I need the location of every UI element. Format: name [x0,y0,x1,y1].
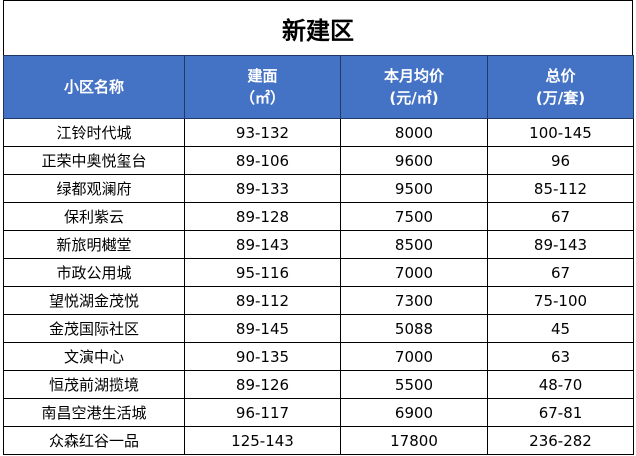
cell-avg-price: 7000 [340,258,488,287]
cell-avg-price: 6900 [340,398,488,427]
cell-community-name: 望悦湖金茂悦 [3,286,185,315]
cell-total-price: 67 [487,258,634,287]
header-total-price: 总价 (万/套) [487,55,634,119]
header-area: 建面 （㎡） [184,55,341,119]
table-row: 保利紫云 89-128 7500 67 [3,202,634,231]
cell-total-price: 67-81 [487,398,634,427]
cell-avg-price: 8500 [340,230,488,259]
cell-area: 90-135 [184,342,341,371]
header-avg-price: 本月均价 (元/㎡) [340,55,488,119]
cell-total-price: 85-112 [487,174,634,203]
cell-area: 96-117 [184,398,341,427]
cell-area: 89-145 [184,314,341,343]
cell-community-name: 新旅明樾堂 [3,230,185,259]
cell-community-name: 江铃时代城 [3,118,185,147]
table-row: 望悦湖金茂悦 89-112 7300 75-100 [3,286,634,315]
header-row: 小区名称 建面 （㎡） 本月均价 (元/㎡) 总价 (万/套) [3,55,634,119]
cell-area: 89-112 [184,286,341,315]
table-row: 绿都观澜府 89-133 9500 85-112 [3,174,634,203]
cell-avg-price: 7300 [340,286,488,315]
header-line: 小区名称 [63,78,124,96]
table-body: 江铃时代城 93-132 8000 100-145 正荣中奥悦玺台 89-106 9600 9… [3,118,634,455]
table-row: 恒茂前湖揽境 89-126 5500 48-70 [3,370,634,399]
cell-total-price: 100-145 [487,118,634,147]
cell-total-price: 75-100 [487,286,634,315]
cell-community-name: 绿都观澜府 [3,174,185,203]
table-row: 正荣中奥悦玺台 89-106 9600 96 [3,146,634,175]
cell-total-price: 96 [487,146,634,175]
header-line: 建面 [247,67,278,85]
table-row: 众森红谷一品 125-143 17800 236-282 [3,426,634,455]
sheet-title: 新建区 [3,0,633,56]
cell-avg-price: 8000 [340,118,488,147]
cell-avg-price: 9500 [340,174,488,203]
cell-community-name: 保利紫云 [3,202,185,231]
price-table: 小区名称 建面 （㎡） 本月均价 (元/㎡) 总价 (万/套) 江铃时代城 93-… [3,55,634,455]
cell-avg-price: 5088 [340,314,488,343]
header-line: 本月均价 [383,67,444,85]
table-row: 文演中心 90-135 7000 63 [3,342,634,371]
cell-avg-price: 5500 [340,370,488,399]
cell-area: 95-116 [184,258,341,287]
cell-community-name: 市政公用城 [3,258,185,287]
cell-total-price: 67 [487,202,634,231]
header-community-name: 小区名称 [3,55,185,119]
cell-total-price: 236-282 [487,426,634,455]
cell-community-name: 金茂国际社区 [3,314,185,343]
cell-area: 89-126 [184,370,341,399]
cell-avg-price: 7500 [340,202,488,231]
cell-avg-price: 7000 [340,342,488,371]
cell-avg-price: 9600 [340,146,488,175]
cell-community-name: 文演中心 [3,342,185,371]
table-row: 南昌空港生活城 96-117 6900 67-81 [3,398,634,427]
cell-total-price: 45 [487,314,634,343]
cell-community-name: 南昌空港生活城 [3,398,185,427]
cell-area: 89-133 [184,174,341,203]
header-unit: (元/㎡) [389,89,439,107]
cell-area: 89-143 [184,230,341,259]
cell-area: 93-132 [184,118,341,147]
cell-total-price: 89-143 [487,230,634,259]
cell-area: 125-143 [184,426,341,455]
cell-area: 89-128 [184,202,341,231]
table-row: 金茂国际社区 89-145 5088 45 [3,314,634,343]
header-unit: (万/套) [535,89,586,107]
cell-total-price: 63 [487,342,634,371]
header-unit: （㎡） [239,89,285,107]
cell-community-name: 恒茂前湖揽境 [3,370,185,399]
table-header: 小区名称 建面 （㎡） 本月均价 (元/㎡) 总价 (万/套) [3,55,634,119]
cell-community-name: 众森红谷一品 [3,426,185,455]
table-row: 市政公用城 95-116 7000 67 [3,258,634,287]
cell-avg-price: 17800 [340,426,488,455]
cell-total-price: 48-70 [487,370,634,399]
table-row: 江铃时代城 93-132 8000 100-145 [3,118,634,147]
cell-community-name: 正荣中奥悦玺台 [3,146,185,175]
cell-area: 89-106 [184,146,341,175]
header-line: 总价 [545,67,576,85]
table-row: 新旅明樾堂 89-143 8500 89-143 [3,230,634,259]
